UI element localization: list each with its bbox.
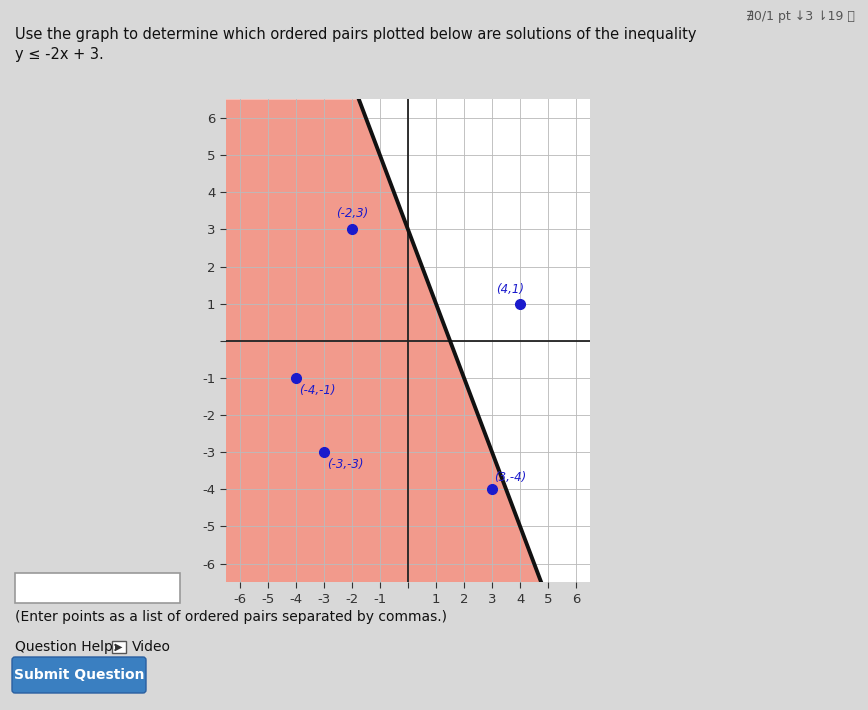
FancyBboxPatch shape — [12, 657, 146, 693]
Text: (-2,3): (-2,3) — [337, 207, 369, 220]
Text: Question Help:: Question Help: — [15, 640, 117, 654]
Text: Video: Video — [132, 640, 171, 654]
Text: (3,-4): (3,-4) — [495, 471, 527, 484]
FancyBboxPatch shape — [15, 573, 180, 603]
Text: y ≤ -2x + 3.: y ≤ -2x + 3. — [15, 47, 104, 62]
Text: Submit Question: Submit Question — [14, 668, 144, 682]
Text: (-3,-3): (-3,-3) — [327, 458, 364, 471]
FancyBboxPatch shape — [112, 641, 126, 653]
Text: Use the graph to determine which ordered pairs plotted below are solutions of th: Use the graph to determine which ordered… — [15, 27, 696, 42]
Text: ▶: ▶ — [115, 642, 122, 652]
Text: ∄0/1 pt ↓3 ⇂19 ⓘ: ∄0/1 pt ↓3 ⇂19 ⓘ — [746, 10, 855, 23]
Polygon shape — [226, 99, 541, 582]
Text: (-4,-1): (-4,-1) — [299, 383, 336, 396]
Text: (Enter points as a list of ordered pairs separated by commas.): (Enter points as a list of ordered pairs… — [15, 610, 447, 624]
Text: (4,1): (4,1) — [496, 283, 524, 296]
